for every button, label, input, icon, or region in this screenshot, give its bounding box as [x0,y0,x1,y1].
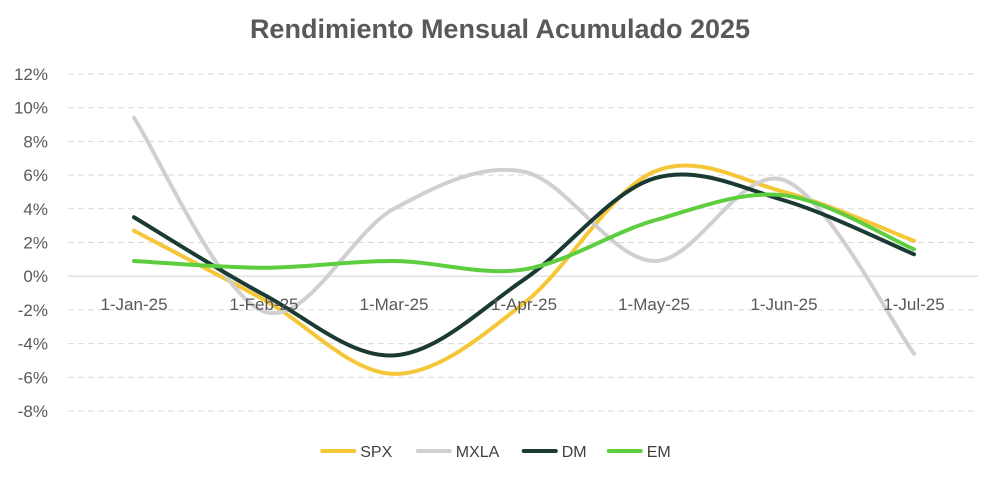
y-tick-label: -4% [18,335,48,354]
x-tick-label: 1-Jan-25 [100,295,167,314]
y-tick-label: -8% [18,402,48,421]
series-line-dm [132,172,916,358]
y-tick-label: 6% [23,166,48,185]
y-tick-label: 10% [14,99,48,118]
x-tick-label: 1-Jul-25 [883,295,944,314]
legend: SPX MXLA DM EM [320,444,671,461]
legend-label: EM [647,444,671,461]
legend-label: MXLA [456,444,500,461]
x-tick-label: 1-Mar-25 [360,295,429,314]
legend-item-spx: SPX [320,444,393,461]
series-line-spx [132,163,916,376]
legend-item-dm: DM [521,444,587,461]
grid: 12% 10% 8% 6% 4% 2% 0% -2% -4% -6% -8% [14,65,978,421]
y-tick-label: -6% [18,368,48,387]
x-tick-label: 1-Feb-25 [230,295,299,314]
y-tick-label: 8% [23,132,48,151]
series-lines [132,115,916,376]
x-axis-labels: 1-Jan-25 1-Feb-25 1-Mar-25 1-Apr-25 1-May-25… [100,295,944,314]
x-tick-label: 1-May-25 [618,295,690,314]
x-tick-label: 1-Apr-25 [491,295,557,314]
series-line-mxla [132,115,916,356]
y-tick-label: 0% [23,267,48,286]
legend-label: DM [562,444,587,461]
legend-item-em: EM [606,444,671,461]
y-tick-label: -2% [18,301,48,320]
series-line-em [132,192,916,274]
x-tick-label: 1-Jun-25 [750,295,817,314]
y-tick-label: 4% [23,200,48,219]
y-tick-label: 12% [14,65,48,84]
legend-label: SPX [360,444,392,461]
legend-item-mxla: MXLA [415,444,500,461]
chart-title: Rendimiento Mensual Acumulado 2025 [249,14,751,44]
y-tick-label: 2% [23,234,48,253]
